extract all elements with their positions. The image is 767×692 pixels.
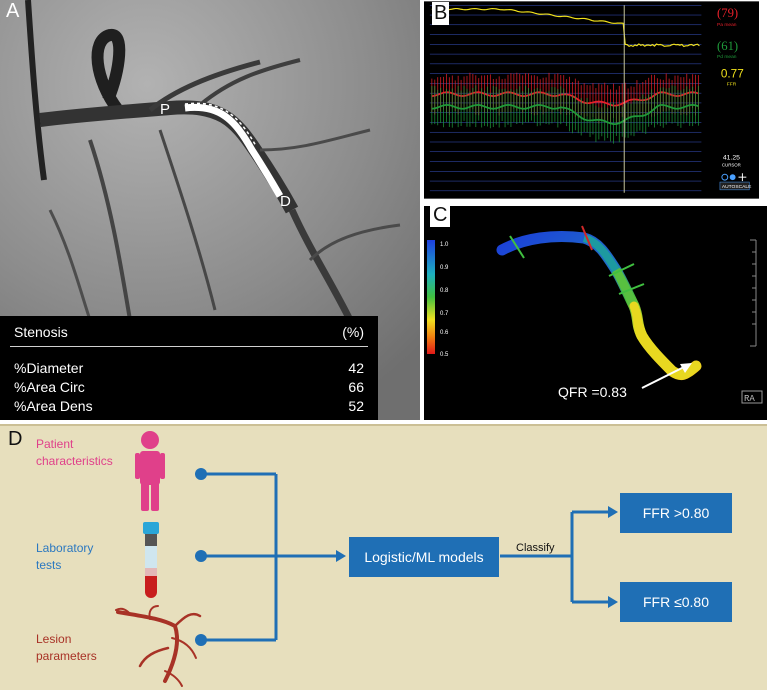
row-label: %Area Circ xyxy=(14,379,85,395)
stenosis-header-label: Stenosis xyxy=(14,324,68,340)
qfr-vessel-model: 1.0 0.9 0.8 0.7 0.6 0.5 QFR =0.83 RA xyxy=(424,206,767,420)
row-label: %Diameter xyxy=(14,360,83,376)
marker-distal: D xyxy=(280,193,291,210)
cursor-label: CURSOR xyxy=(722,162,741,167)
pa-label: Pa mean xyxy=(717,22,737,28)
marker-proximal: P xyxy=(160,101,170,118)
panel-a-angiogram: P D A Stenosis (%) %Diameter 42 %Area Ci… xyxy=(0,0,420,420)
output-box-low: FFR ≤0.80 xyxy=(620,582,732,622)
test-tube-icon xyxy=(143,522,159,598)
table-row: %Area Circ 66 xyxy=(14,379,364,397)
person-icon xyxy=(135,431,165,511)
stenosis-divider xyxy=(10,346,368,347)
row-label: %Area Dens xyxy=(14,398,93,414)
panel-b-pressure-tracing: (79) Pa mean (61) Pd mean 0.77 FFR 41.25… xyxy=(424,0,767,202)
ffr-value: 0.77 xyxy=(721,68,744,81)
qfr-value: QFR =0.83 xyxy=(558,384,627,400)
pa-value: (79) xyxy=(717,6,738,20)
scale-tick-label: 0.9 xyxy=(440,265,449,271)
ffr-label: FFR xyxy=(727,81,737,87)
scale-tick-label: 0.5 xyxy=(440,352,449,358)
autoscale-button[interactable]: AUTOSCALE xyxy=(722,184,752,190)
stenosis-header-unit: (%) xyxy=(342,324,364,340)
color-scale-bar xyxy=(427,240,435,354)
scale-tick-label: 0.8 xyxy=(440,288,449,294)
table-row: %Area Dens 52 xyxy=(14,398,364,416)
vessel-tree-icon xyxy=(116,606,200,686)
scale-tick-label: 0.7 xyxy=(440,311,449,317)
stenosis-table: Stenosis (%) %Diameter 42 %Area Circ 66 … xyxy=(0,316,378,420)
scale-tick-label: 1.0 xyxy=(440,242,449,248)
panel-d-ml-workflow: D Patient characteristics Laboratory tes… xyxy=(0,424,767,690)
pressure-tracing-plot: (79) Pa mean (61) Pd mean 0.77 FFR 41.25… xyxy=(424,0,759,200)
classify-label: Classify xyxy=(516,542,555,554)
row-value: 52 xyxy=(348,398,364,414)
panel-label-a: A xyxy=(6,0,19,23)
pd-label: Pd mean xyxy=(717,54,737,60)
panel-label-c: C xyxy=(430,206,450,227)
table-row: %Diameter 42 xyxy=(14,360,364,378)
cursor-value: 41.25 xyxy=(723,155,740,162)
scale-tick-label: 0.6 xyxy=(440,330,449,336)
model-box: Logistic/ML models xyxy=(349,537,499,577)
output-box-high: FFR >0.80 xyxy=(620,493,732,533)
panel-label-b: B xyxy=(432,2,449,25)
pd-value: (61) xyxy=(717,39,738,53)
panel-c-qfr-model: 1.0 0.9 0.8 0.7 0.6 0.5 QFR =0.83 RA xyxy=(424,206,767,420)
row-value: 66 xyxy=(348,379,364,395)
row-value: 42 xyxy=(348,360,364,376)
view-badge: RA xyxy=(744,394,755,404)
